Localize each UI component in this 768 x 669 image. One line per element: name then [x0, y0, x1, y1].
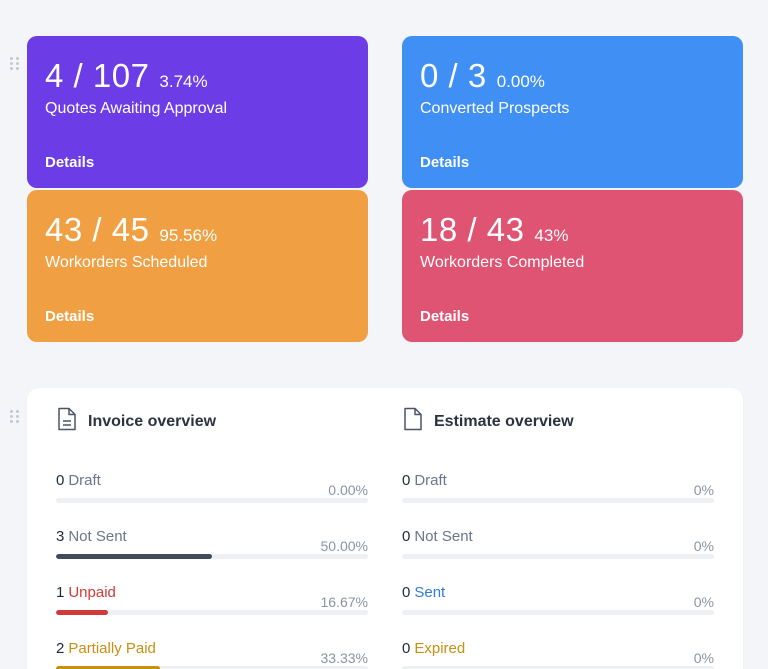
- status-count: 3: [56, 528, 65, 545]
- stat-card-quotes-awaiting-approval: 4 / 107 3.74% Quotes Awaiting Approval D…: [27, 36, 368, 188]
- status-percent: 0%: [693, 594, 714, 610]
- status-name: Unpaid: [68, 584, 116, 601]
- stat-value: 18 / 43: [420, 211, 525, 248]
- progress-track: [402, 610, 714, 615]
- status-row[interactable]: 1 Unpaid 16.67%: [56, 584, 368, 615]
- stat-card-workorders-completed: 18 / 43 43% Workorders Completed Details: [402, 190, 743, 342]
- status-count: 1: [56, 584, 65, 601]
- status-name: Sent: [414, 584, 446, 601]
- status-percent: 16.67%: [320, 594, 368, 610]
- status-row[interactable]: 0 Draft 0.00%: [56, 472, 368, 503]
- status-percent: 0%: [693, 650, 714, 666]
- status-count: 0: [402, 472, 411, 489]
- status-row[interactable]: 0 Expired 0%: [402, 640, 714, 669]
- status-label: 0 Draft: [56, 472, 101, 489]
- progress-track: [56, 666, 368, 669]
- stat-figure: 4 / 107 3.74%: [45, 58, 208, 94]
- status-percent: 0%: [693, 482, 714, 498]
- stat-label: Converted Prospects: [420, 100, 570, 117]
- stat-percent: 0.00%: [496, 72, 545, 91]
- stat-label: Workorders Completed: [420, 254, 585, 271]
- overview-panel: Invoice overview 0 Draft 0.00% 3 Not Sent 50.…: [27, 388, 743, 669]
- invoice-overview-title: Invoice overview: [88, 412, 217, 430]
- progress-track: [402, 666, 714, 669]
- status-count: 0: [402, 528, 411, 545]
- stat-figure: 0 / 3 0.00%: [420, 58, 545, 94]
- progress-track: [56, 554, 368, 559]
- stat-percent: 43%: [534, 226, 569, 245]
- progress-track: [56, 498, 368, 503]
- progress-fill: [56, 666, 160, 669]
- status-row[interactable]: 3 Not Sent 50.00%: [56, 528, 368, 559]
- stat-card-converted-prospects: 0 / 3 0.00% Converted Prospects Details: [402, 36, 743, 188]
- estimate-overview-header: Estimate overview: [402, 406, 574, 437]
- status-name: Not Sent: [68, 528, 127, 545]
- estimate-overview-title: Estimate overview: [434, 412, 574, 430]
- status-row[interactable]: 2 Partially Paid 33.33%: [56, 640, 368, 669]
- status-percent: 33.33%: [320, 650, 368, 666]
- status-name: Not Sent: [414, 528, 473, 545]
- invoice-overview-header: Invoice overview: [56, 406, 216, 437]
- status-label: 0 Sent: [402, 584, 445, 601]
- status-count: 0: [402, 584, 411, 601]
- progress-fill: [56, 610, 108, 615]
- progress-track: [56, 610, 368, 615]
- status-name: Partially Paid: [68, 640, 156, 657]
- details-link[interactable]: Details: [420, 308, 470, 325]
- status-percent: 0.00%: [328, 482, 368, 498]
- stat-label: Quotes Awaiting Approval: [45, 100, 228, 117]
- stat-percent: 95.56%: [159, 226, 218, 245]
- status-row[interactable]: 0 Draft 0%: [402, 472, 714, 503]
- stat-value: 4 / 107: [45, 57, 150, 94]
- status-count: 0: [402, 640, 411, 657]
- stat-percent: 3.74%: [159, 72, 208, 91]
- widget-drag-handle[interactable]: [10, 410, 22, 426]
- status-label: 0 Draft: [402, 472, 447, 489]
- stat-value: 43 / 45: [45, 211, 150, 248]
- progress-track: [402, 554, 714, 559]
- details-link[interactable]: Details: [45, 308, 95, 325]
- status-name: Draft: [68, 472, 101, 489]
- progress-fill: [56, 554, 212, 559]
- status-count: 0: [56, 472, 65, 489]
- details-link[interactable]: Details: [420, 154, 470, 171]
- status-count: 2: [56, 640, 65, 657]
- stat-label: Workorders Scheduled: [45, 254, 208, 271]
- status-label: 2 Partially Paid: [56, 640, 156, 657]
- status-percent: 50.00%: [320, 538, 368, 554]
- progress-track: [402, 498, 714, 503]
- status-label: 3 Not Sent: [56, 528, 127, 545]
- status-label: 1 Unpaid: [56, 584, 116, 601]
- status-row[interactable]: 0 Sent 0%: [402, 584, 714, 615]
- stat-card-workorders-scheduled: 43 / 45 95.56% Workorders Scheduled Deta…: [27, 190, 368, 342]
- status-percent: 0%: [693, 538, 714, 554]
- widget-drag-handle[interactable]: [10, 57, 22, 73]
- status-name: Expired: [414, 640, 466, 657]
- stat-figure: 43 / 45 95.56%: [45, 212, 217, 248]
- details-link[interactable]: Details: [45, 154, 95, 171]
- document-icon: [56, 406, 78, 437]
- stat-figure: 18 / 43 43%: [420, 212, 568, 248]
- status-label: 0 Not Sent: [402, 528, 473, 545]
- stat-value: 0 / 3: [420, 57, 487, 94]
- document-icon: [402, 406, 424, 437]
- status-name: Draft: [414, 472, 447, 489]
- status-row[interactable]: 0 Not Sent 0%: [402, 528, 714, 559]
- status-label: 0 Expired: [402, 640, 465, 657]
